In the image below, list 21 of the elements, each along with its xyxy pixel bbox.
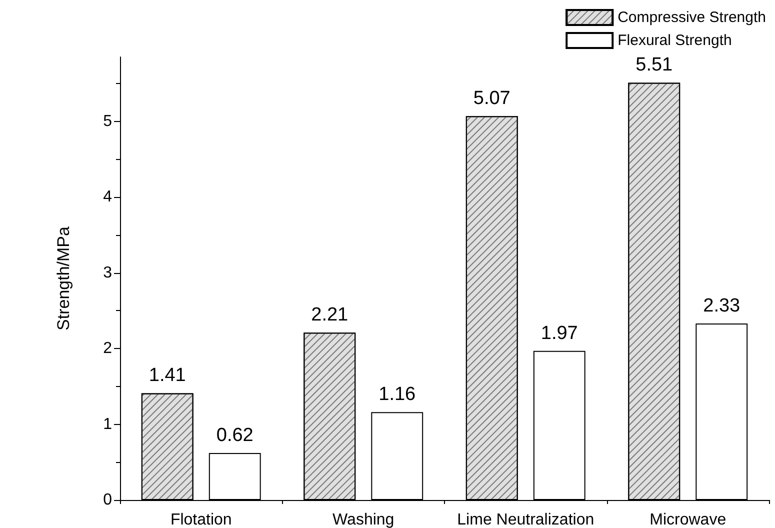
x-tick-label: Microwave bbox=[650, 512, 726, 528]
y-tick-label: 3 bbox=[103, 264, 112, 282]
y-tick-label: 0 bbox=[103, 492, 112, 508]
data-label: 5.51 bbox=[636, 54, 673, 76]
data-label: 2.33 bbox=[703, 296, 740, 317]
data-label: 2.21 bbox=[311, 304, 348, 326]
y-tick-label: 1 bbox=[103, 416, 112, 433]
y-tick-label: 2 bbox=[103, 340, 112, 358]
data-label: 0.62 bbox=[216, 425, 254, 446]
data-label: 1.97 bbox=[540, 322, 578, 344]
data-label: 1.41 bbox=[148, 365, 186, 386]
x-tick-label: Washing bbox=[332, 512, 394, 528]
x-tick-label: Flotation bbox=[170, 512, 232, 528]
x-tick-label: Lime Neutralization bbox=[457, 512, 594, 528]
y-axis-title: Strength/MPa bbox=[54, 226, 73, 330]
y-tick-label: 4 bbox=[103, 188, 112, 206]
y-tick-label: 5 bbox=[103, 112, 112, 130]
data-label: 1.16 bbox=[378, 384, 416, 406]
data-label: 5.07 bbox=[473, 88, 510, 110]
legend-label: Compressive Strength bbox=[618, 9, 766, 26]
legend-label: Flexural Strength bbox=[618, 32, 732, 49]
